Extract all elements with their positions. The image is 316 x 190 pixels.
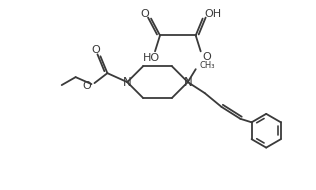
Text: O: O [82,81,91,91]
Text: O: O [91,45,100,55]
Text: N: N [123,76,131,89]
Text: O: O [202,52,211,62]
Text: N: N [183,76,192,89]
Text: CH₃: CH₃ [200,61,215,70]
Text: OH: OH [204,9,221,19]
Text: HO: HO [143,53,160,63]
Text: O: O [141,9,149,19]
